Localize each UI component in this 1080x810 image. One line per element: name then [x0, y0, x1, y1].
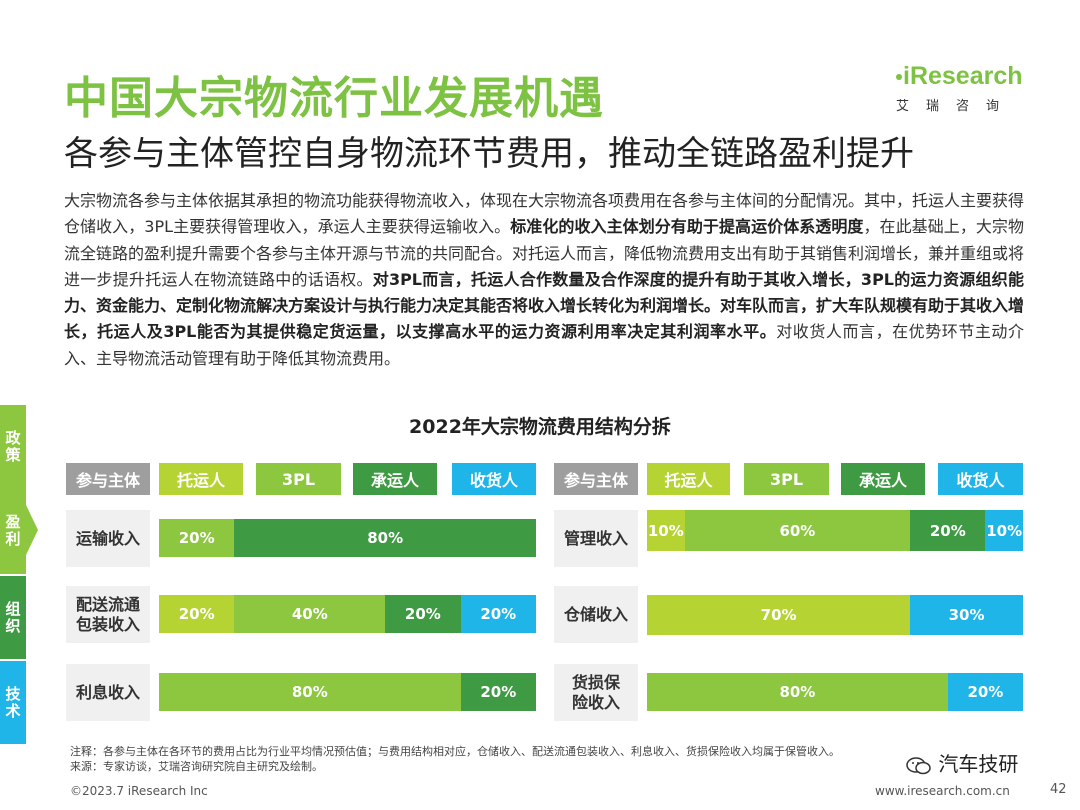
body-paragraph: 大宗物流各参与主体依据其承担的物流功能获得物流收入，体现在大宗物流各项费用在各参…	[64, 188, 1024, 372]
header-consignee-left: 收货人	[452, 463, 536, 495]
page-subtitle: 各参与主体管控自身物流环节费用，推动全链路盈利提升	[64, 134, 914, 174]
paragraph-run: 对3PL而言，托运人合作数量及合作深度的提升有助于其收入增长，3PL的运力资源组…	[64, 269, 1025, 342]
header-3pl-left: 3PL	[256, 463, 341, 495]
bar-segment: 20%	[460, 673, 536, 711]
bar-management: 10% 60% 20% 10%	[647, 510, 1023, 551]
bar-segment: 80%	[234, 519, 536, 557]
header-shipper-right: 托运人	[647, 463, 730, 495]
wechat-icon	[906, 756, 931, 774]
sidebar-tab-technology[interactable]: 技术	[0, 661, 26, 744]
bar-segment: 20%	[385, 595, 461, 633]
bar-segment: 20%	[159, 595, 235, 633]
paragraph-run: 标准化的收入主体划分有助于提高运价体系透明度	[510, 217, 864, 237]
row-label-insurance: 货损保险收入	[554, 664, 638, 721]
bar-segment: 70%	[647, 595, 911, 635]
bar-transport: 20% 80%	[159, 519, 536, 557]
header-participant-left: 参与主体	[66, 463, 150, 495]
row-label-management: 管理收入	[554, 510, 638, 567]
source-line: 来源：专家访谈，艾瑞咨询研究院自主研究及绘制。	[70, 760, 323, 773]
header-consignee-right: 收货人	[938, 463, 1023, 495]
sidebar-tab-policy[interactable]: 政策	[0, 405, 26, 488]
paragraph-run: ，在此基础上，大宗物流全链路的盈利提升需要个各参与主体开源与节流的共同配合。对托…	[64, 217, 1025, 289]
header-carrier-right: 承运人	[841, 463, 925, 495]
page-title: 中国大宗物流行业发展机遇	[64, 73, 604, 124]
bar-segment: 20%	[460, 595, 536, 633]
page-number: 42	[1050, 782, 1067, 797]
note-line: 注释：各参与主体在各环节的费用占比为行业平均情况预估值；与费用结构相对应，仓储收…	[70, 745, 840, 758]
bar-warehousing: 70% 30%	[647, 595, 1023, 635]
header-3pl-right: 3PL	[744, 463, 829, 495]
logo-mark: iResearch	[896, 62, 1023, 91]
header-participant-right: 参与主体	[554, 463, 638, 495]
row-label-warehousing: 仓储收入	[554, 586, 638, 643]
bar-segment: 80%	[647, 673, 948, 711]
bar-segment: 20%	[159, 519, 235, 557]
bar-segment: 30%	[910, 595, 1023, 635]
bar-segment: 60%	[684, 510, 911, 551]
row-label-transport: 运输收入	[66, 510, 150, 567]
bar-segment: 80%	[159, 673, 461, 711]
iresearch-logo: iResearch 艾瑞咨询	[896, 62, 1023, 114]
sidebar-tab-organization[interactable]: 组织	[0, 576, 26, 659]
bar-segment: 20%	[947, 673, 1023, 711]
bar-distribution: 20% 40% 20% 20%	[159, 595, 536, 633]
paragraph-run: 大宗物流各参与主体依据其承担的物流功能获得物流收入，体现在大宗物流各项费用在各参…	[64, 191, 1025, 237]
logo-cn: 艾瑞咨询	[896, 99, 1017, 114]
row-label-interest: 利息收入	[66, 664, 150, 721]
footnotes: 注释：各参与主体在各环节的费用占比为行业平均情况预估值；与费用结构相对应，仓储收…	[70, 744, 840, 774]
active-tab-arrow-icon	[26, 505, 38, 555]
bar-interest: 80% 20%	[159, 673, 536, 711]
paragraph-run: 对收货人而言，在优势环节主动介入、主导物流活动管理有助于降低其物流费用。	[64, 322, 1024, 368]
header-shipper-left: 托运人	[159, 463, 243, 495]
bar-segment: 10%	[985, 510, 1023, 551]
row-label-distribution: 配送流通包装收入	[66, 586, 150, 643]
bar-segment: 20%	[910, 510, 986, 551]
bar-insurance: 80% 20%	[647, 673, 1023, 711]
footer-copyright: ©2023.7 iResearch Inc	[70, 784, 208, 798]
sidebar-tab-profit[interactable]: 盈利	[0, 488, 26, 574]
bar-segment: 10%	[647, 510, 685, 551]
footer-url[interactable]: www.iresearch.com.cn	[875, 784, 1010, 798]
chart-title: 2022年大宗物流费用结构分拆	[409, 416, 671, 438]
bar-segment: 40%	[234, 595, 386, 633]
watermark: 汽车技研	[906, 748, 1018, 777]
header-carrier-left: 承运人	[353, 463, 437, 495]
